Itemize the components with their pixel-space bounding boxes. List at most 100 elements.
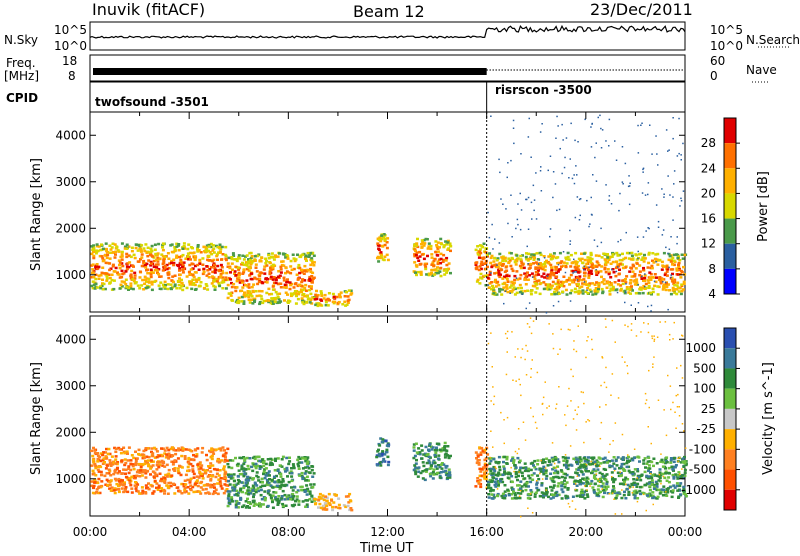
- echo-cell: [299, 256, 302, 259]
- echo-cell: [574, 288, 577, 291]
- echo-cell: [211, 275, 214, 278]
- echo-cell: [297, 465, 300, 468]
- echo-cell: [142, 288, 145, 291]
- echo-cell: [576, 472, 579, 475]
- echo-cell: [145, 447, 148, 450]
- echo-cell: [513, 279, 516, 282]
- echo-scatter: [599, 406, 601, 408]
- echo-cell: [553, 293, 556, 296]
- echo-scatter: [625, 484, 627, 486]
- echo-cell: [313, 255, 316, 258]
- echo-cell: [92, 271, 95, 274]
- echo-cell: [496, 259, 499, 262]
- echo-scatter: [605, 318, 607, 320]
- echo-cell: [233, 473, 236, 476]
- echo-cell: [264, 497, 267, 500]
- echo-cell: [142, 260, 145, 263]
- echo-cell: [237, 463, 240, 466]
- echo-cell: [262, 465, 265, 468]
- echo-cell: [588, 274, 591, 277]
- echo-cell: [505, 270, 508, 273]
- echo-scatter: [653, 335, 655, 337]
- echo-cell: [170, 287, 173, 290]
- echo-cell: [477, 279, 480, 282]
- echo-cell: [106, 251, 109, 254]
- echo-cell: [647, 262, 650, 265]
- echo-cell: [558, 293, 561, 296]
- echo-scatter: [543, 397, 545, 399]
- echo-cell: [109, 257, 112, 260]
- echo-scatter: [679, 406, 681, 408]
- echo-cell: [311, 465, 314, 468]
- echo-cell: [440, 253, 443, 256]
- echo-cell: [169, 482, 172, 485]
- echo-cell: [301, 301, 304, 304]
- echo-cell: [597, 288, 600, 291]
- echo-cell: [633, 457, 636, 460]
- echo-cell: [121, 253, 124, 256]
- echo-scatter: [622, 181, 624, 183]
- echo-cell: [425, 446, 428, 449]
- echo-cell: [647, 475, 650, 478]
- echo-cell: [129, 275, 132, 278]
- echo-cell: [512, 462, 515, 465]
- echo-cell: [387, 445, 390, 448]
- echo-cell: [490, 493, 493, 496]
- echo-scatter: [670, 277, 672, 279]
- echo-cell: [122, 468, 125, 471]
- echo-cell: [124, 458, 127, 461]
- echo-cell: [557, 482, 560, 485]
- echo-cell: [501, 474, 504, 477]
- echo-scatter: [563, 251, 565, 253]
- echo-cell: [587, 277, 590, 280]
- echo-cell: [274, 254, 277, 256]
- echo-cell: [203, 484, 206, 487]
- echo-cell: [157, 273, 160, 276]
- echo-cell: [173, 492, 176, 495]
- echo-cell: [320, 292, 323, 295]
- echo-cell: [422, 477, 425, 480]
- echo-cell: [529, 477, 532, 480]
- echo-scatter: [533, 210, 535, 212]
- echo-cell: [192, 282, 195, 285]
- echo-cell: [160, 447, 163, 450]
- echo-cell: [139, 276, 142, 279]
- echo-cell: [241, 506, 244, 509]
- echo-cell: [97, 466, 100, 469]
- echo-scatter: [681, 159, 683, 161]
- echo-scatter: [666, 129, 668, 131]
- echo-cell: [216, 468, 219, 471]
- echo-scatter: [619, 193, 621, 195]
- echo-cell: [597, 488, 600, 491]
- echo-cell: [289, 272, 292, 275]
- echo-cell: [598, 282, 601, 285]
- echo-scatter: [570, 445, 572, 447]
- echo-cell: [563, 479, 566, 482]
- echo-cell: [105, 242, 108, 245]
- echo-scatter: [575, 483, 577, 485]
- echo-cell: [636, 491, 639, 494]
- echo-scatter: [599, 466, 601, 468]
- echo-cell: [445, 268, 448, 271]
- echo-cell: [521, 485, 524, 488]
- echo-cell: [542, 473, 545, 476]
- echo-cell: [142, 450, 145, 453]
- echo-cell: [114, 270, 117, 273]
- echo-scatter: [665, 491, 667, 493]
- echo-cell: [175, 245, 178, 248]
- echo-cell: [239, 497, 242, 500]
- echo-scatter: [573, 174, 575, 176]
- echo-scatter: [559, 209, 561, 211]
- echo-cell: [426, 255, 429, 258]
- echo-cell: [247, 283, 250, 286]
- echo-cell: [648, 287, 651, 290]
- echo-cell: [280, 260, 283, 263]
- echo-scatter: [517, 219, 519, 221]
- echo-cell: [561, 497, 564, 500]
- echo-cell: [534, 291, 537, 294]
- echo-cell: [203, 287, 206, 290]
- echo-cell: [255, 290, 258, 293]
- echo-cell: [602, 482, 605, 485]
- echo-scatter: [518, 428, 520, 430]
- echo-cell: [478, 482, 481, 485]
